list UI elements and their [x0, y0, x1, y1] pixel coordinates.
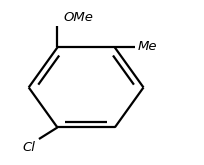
Text: Me: Me	[137, 40, 156, 53]
Text: Cl: Cl	[22, 141, 35, 154]
Text: OMe: OMe	[63, 11, 93, 24]
